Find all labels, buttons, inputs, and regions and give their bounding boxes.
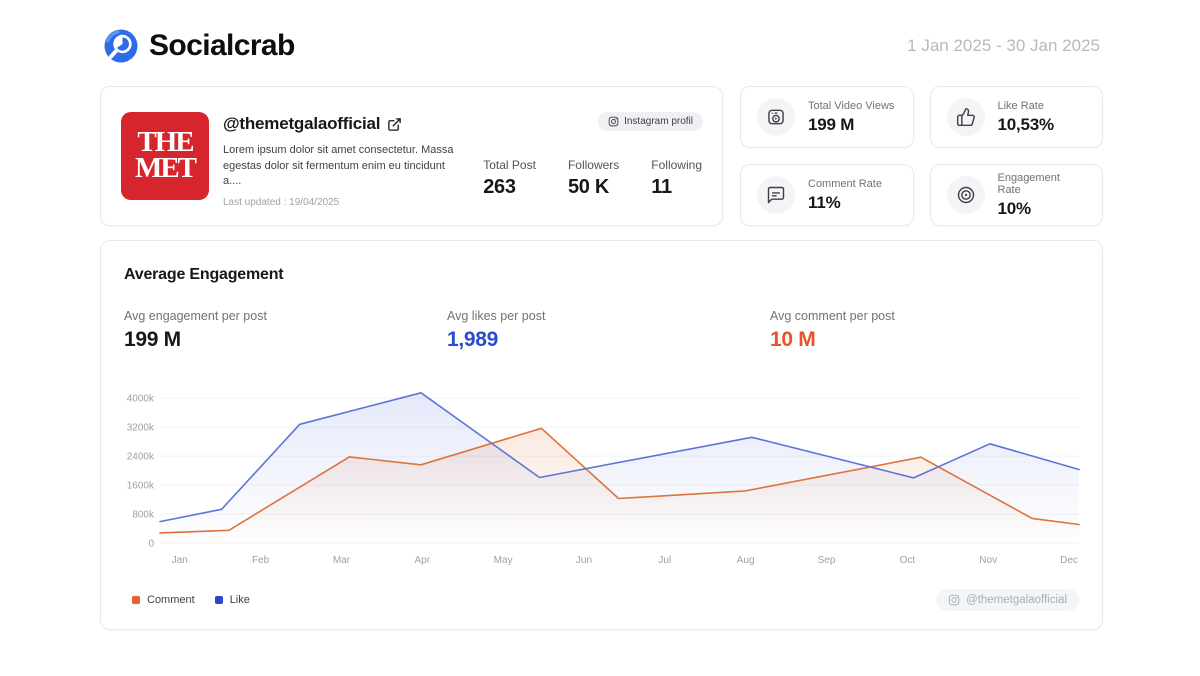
chart-legend: Comment Like xyxy=(132,594,250,606)
watermark-badge: @themetgalaofficial xyxy=(936,589,1079,611)
avatar-line2: MET xyxy=(134,152,197,184)
stat-card-total-video-views: Total Video Views 199 M xyxy=(740,86,914,148)
platform-badge[interactable]: Instagram profil xyxy=(598,112,703,131)
profile-card: THE MET @themetgalaofficial Lorem ipsum … xyxy=(100,86,723,226)
svg-text:Nov: Nov xyxy=(979,555,997,566)
svg-text:800k: 800k xyxy=(132,510,155,521)
legend-item-like[interactable]: Like xyxy=(214,594,250,606)
thumb-up-icon xyxy=(946,98,985,136)
metric-avg-comments: Avg comment per post 10 M xyxy=(770,309,895,351)
summary-row: THE MET @themetgalaofficial Lorem ipsum … xyxy=(100,86,1103,226)
metric-avg-likes: Avg likes per post 1,989 xyxy=(447,309,546,351)
svg-text:4000k: 4000k xyxy=(127,394,155,405)
svg-text:Dec: Dec xyxy=(1060,555,1078,566)
engagement-chart: 0 800k 1600k 2400k 3200k 4000k Jan Feb Mar Apr May… xyxy=(127,392,1080,566)
svg-text:3200k: 3200k xyxy=(127,423,155,434)
stat-followers: Followers 50 K xyxy=(567,158,620,198)
svg-text:Apr: Apr xyxy=(415,555,431,566)
profile-info: @themetgalaofficial Lorem ipsum dolor si… xyxy=(223,112,461,208)
svg-text:May: May xyxy=(494,555,513,566)
engagement-metrics: Avg engagement per post 199 M Avg likes … xyxy=(124,309,1079,352)
stat-card-like-rate: Like Rate 10,53% xyxy=(929,86,1103,148)
svg-text:Sep: Sep xyxy=(818,555,836,566)
last-updated: Last updated : 19/04/2025 xyxy=(223,196,340,208)
watermark-label: @themetgalaofficial xyxy=(966,594,1067,606)
instagram-icon xyxy=(608,116,619,127)
met-logo: THE MET xyxy=(134,126,197,184)
comment-icon xyxy=(757,176,795,214)
stat-grid: Total Video Views 199 M Like Rate 10,53% xyxy=(740,86,1103,226)
brand: Socialcrab xyxy=(103,28,295,64)
svg-text:Jul: Jul xyxy=(658,555,671,566)
svg-text:0: 0 xyxy=(148,539,154,550)
svg-text:Feb: Feb xyxy=(252,555,270,566)
svg-text:Aug: Aug xyxy=(737,555,755,566)
target-icon xyxy=(946,176,985,214)
video-icon xyxy=(757,98,795,136)
stat-card-comment-rate: Comment Rate 11% xyxy=(740,164,914,226)
date-range-label: 1 Jan 2025 - 30 Jan 2025 xyxy=(907,36,1100,55)
svg-text:2400k: 2400k xyxy=(127,452,155,463)
svg-text:Oct: Oct xyxy=(900,555,916,566)
svg-text:Jan: Jan xyxy=(172,555,188,566)
svg-text:Jun: Jun xyxy=(576,555,592,566)
socialcrab-logo-icon xyxy=(103,28,139,64)
stat-card-engagement-rate: Engagement Rate 10% xyxy=(929,164,1103,226)
avatar-line1: THE xyxy=(137,126,194,159)
profile-username: @themetgalaofficial xyxy=(223,114,381,133)
legend-dot-like xyxy=(214,596,223,604)
metric-avg-engagement: Avg engagement per post 199 M xyxy=(124,309,267,351)
engagement-card: Average Engagement Avg engagement per po… xyxy=(100,240,1103,630)
profile-bio: Lorem ipsum dolor sit amet consectetur. … xyxy=(223,144,454,188)
header: Socialcrab 1 Jan 2025 - 30 Jan 2025 xyxy=(0,0,1200,64)
profile-avatar: THE MET xyxy=(121,112,209,200)
legend-dot-comment xyxy=(132,596,140,604)
svg-text:Mar: Mar xyxy=(333,555,351,566)
legend-item-comment[interactable]: Comment xyxy=(132,594,195,606)
svg-text:1600k: 1600k xyxy=(127,481,155,492)
stat-following: Following 11 xyxy=(651,158,702,198)
stat-total-post: Total Post 263 xyxy=(483,158,536,198)
external-link-icon[interactable] xyxy=(387,117,402,132)
chart-footer: Comment Like @themetgalaofficial xyxy=(124,589,1079,611)
brand-name: Socialcrab xyxy=(149,29,295,62)
instagram-icon xyxy=(948,594,960,606)
profile-stats: Total Post 263 Followers 50 K Following … xyxy=(483,158,702,199)
platform-badge-label: Instagram profil xyxy=(624,116,693,127)
section-title: Average Engagement xyxy=(124,266,284,283)
